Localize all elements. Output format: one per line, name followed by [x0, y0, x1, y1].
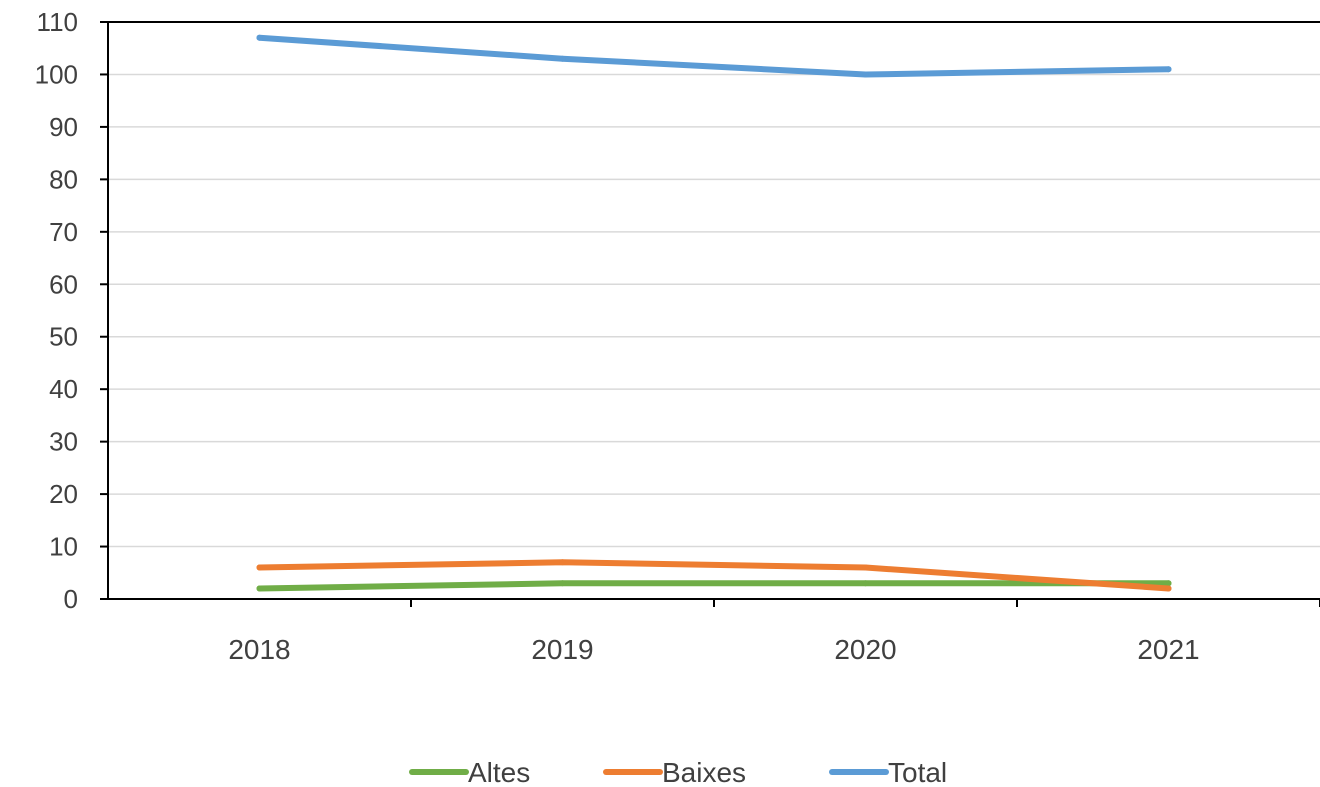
- data-point-altes: [862, 580, 869, 587]
- legend-item-baixes: Baixes: [603, 757, 746, 787]
- axes: [100, 21, 1320, 607]
- y-tick-label: 90: [49, 112, 78, 142]
- legend-label: Altes: [468, 757, 530, 787]
- data-point-total: [862, 71, 869, 78]
- x-tick-label: 2019: [531, 634, 593, 665]
- y-tick-label: 20: [49, 479, 78, 509]
- legend: Altes Baixes Total: [409, 757, 947, 787]
- series-line-total: [256, 34, 1172, 78]
- series-line-baixes: [256, 559, 1172, 592]
- y-tick-label: 40: [49, 374, 78, 404]
- y-tick-label: 70: [49, 217, 78, 247]
- y-axis-tick-labels: 0 10 20 30 40 50 60 70 80 90 100 110: [35, 7, 78, 614]
- y-tick-label: 100: [35, 59, 78, 89]
- legend-item-altes: Altes: [409, 757, 530, 787]
- data-point-baixes: [256, 564, 263, 571]
- data-point-baixes: [862, 564, 869, 571]
- x-axis-tick-labels: 2018 2019 2020 2021: [228, 634, 1199, 665]
- data-point-total: [559, 55, 566, 62]
- y-tick-label: 110: [37, 7, 78, 37]
- y-tick-label: 0: [64, 584, 78, 614]
- y-tick-label: 50: [49, 322, 78, 352]
- y-tick-label: 60: [49, 269, 78, 299]
- data-point-total: [1165, 66, 1172, 73]
- legend-label: Baixes: [662, 757, 746, 787]
- data-point-altes: [559, 580, 566, 587]
- series-lines: [256, 34, 1172, 592]
- y-tick-label: 80: [49, 164, 78, 194]
- x-tick-label: 2020: [834, 634, 896, 665]
- data-point-altes: [1165, 580, 1172, 587]
- legend-label: Total: [888, 757, 947, 787]
- y-tick-label: 30: [49, 427, 78, 457]
- data-point-altes: [256, 585, 263, 592]
- legend-item-total: Total: [829, 757, 947, 787]
- y-tick-label: 10: [49, 532, 78, 562]
- x-tick-label: 2021: [1137, 634, 1199, 665]
- gridlines: [108, 21, 1320, 548]
- data-point-total: [256, 34, 263, 41]
- data-point-baixes: [1165, 585, 1172, 592]
- series-line-altes: [256, 580, 1172, 592]
- x-tick-label: 2018: [228, 634, 290, 665]
- data-point-baixes: [559, 559, 566, 566]
